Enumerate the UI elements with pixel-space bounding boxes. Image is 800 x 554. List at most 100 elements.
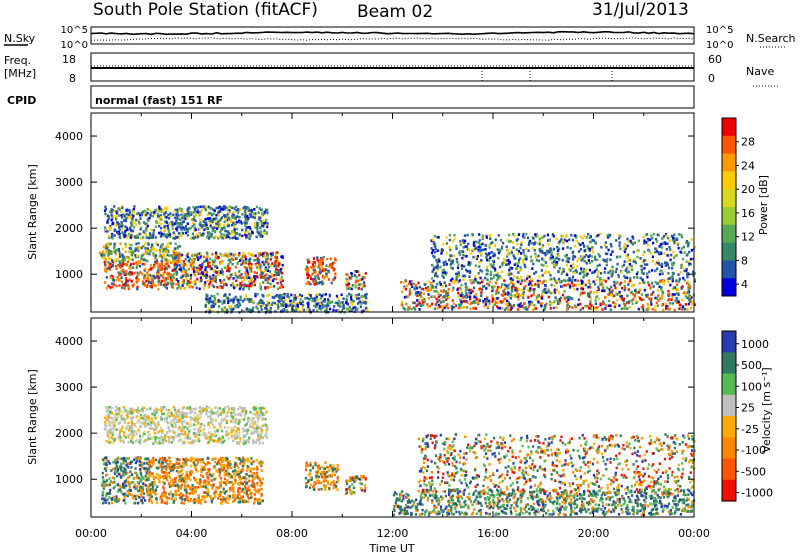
data-cell bbox=[347, 285, 350, 289]
data-cell bbox=[207, 262, 210, 265]
data-cell bbox=[225, 235, 228, 239]
data-cell bbox=[222, 236, 225, 240]
data-cell bbox=[325, 268, 328, 271]
data-cell bbox=[125, 464, 128, 467]
data-cell bbox=[173, 222, 176, 225]
data-cell bbox=[264, 223, 267, 227]
data-cell bbox=[178, 208, 181, 212]
data-cell bbox=[192, 253, 195, 257]
data-cell bbox=[680, 264, 683, 267]
data-cell bbox=[627, 240, 630, 243]
data-cell bbox=[193, 258, 196, 261]
data-cell bbox=[262, 301, 265, 305]
data-cell bbox=[334, 258, 337, 262]
data-cell bbox=[292, 298, 295, 302]
data-cell bbox=[136, 246, 139, 249]
data-cell bbox=[264, 307, 267, 310]
data-cell bbox=[361, 299, 364, 303]
data-cell bbox=[232, 231, 235, 235]
data-cell bbox=[135, 497, 138, 501]
data-cell bbox=[495, 290, 498, 293]
data-cell bbox=[348, 292, 351, 296]
data-cell bbox=[160, 226, 163, 230]
data-cell bbox=[223, 254, 226, 257]
data-cell bbox=[236, 231, 239, 235]
data-cell bbox=[462, 293, 465, 297]
data-cell bbox=[614, 282, 617, 285]
data-cell bbox=[150, 283, 154, 286]
data-cell bbox=[109, 265, 112, 268]
data-cell bbox=[220, 216, 224, 219]
data-cell bbox=[256, 481, 259, 485]
data-cell bbox=[213, 298, 216, 301]
data-cell bbox=[105, 499, 108, 502]
data-cell bbox=[448, 283, 451, 286]
data-cell bbox=[127, 492, 130, 495]
data-cell bbox=[280, 304, 283, 307]
data-cell bbox=[108, 477, 111, 480]
data-cell bbox=[105, 246, 109, 249]
data-cell bbox=[192, 218, 195, 221]
data-cell bbox=[519, 294, 522, 297]
data-cell bbox=[466, 287, 469, 290]
data-cell bbox=[286, 304, 289, 308]
data-cell bbox=[483, 301, 486, 305]
data-cell bbox=[107, 236, 111, 240]
data-cell bbox=[247, 276, 251, 279]
data-cell bbox=[232, 221, 235, 225]
data-cell bbox=[174, 216, 177, 220]
data-cell bbox=[204, 268, 207, 271]
data-cell bbox=[651, 307, 654, 311]
data-cell bbox=[226, 215, 229, 218]
data-cell bbox=[496, 248, 499, 251]
data-cell bbox=[211, 252, 214, 256]
data-cell bbox=[622, 263, 626, 267]
data-cell bbox=[181, 226, 185, 229]
data-cell bbox=[215, 213, 218, 217]
data-cell bbox=[124, 501, 127, 505]
data-cell bbox=[343, 307, 346, 310]
data-cell bbox=[266, 303, 270, 306]
data-cell bbox=[685, 260, 688, 264]
data-cell bbox=[225, 469, 228, 473]
data-cell bbox=[632, 298, 635, 301]
data-cell bbox=[431, 270, 434, 273]
data-cell bbox=[192, 267, 195, 271]
data-cell bbox=[570, 233, 573, 237]
data-cell bbox=[663, 252, 666, 255]
data-cell bbox=[680, 233, 683, 237]
data-cell bbox=[312, 308, 315, 312]
data-cell bbox=[555, 281, 558, 284]
data-cell bbox=[162, 283, 165, 287]
data-cell bbox=[109, 227, 112, 230]
data-cell bbox=[589, 290, 592, 294]
data-cell bbox=[233, 495, 236, 499]
data-cell bbox=[140, 466, 143, 469]
data-cell bbox=[241, 469, 244, 473]
data-cell bbox=[167, 250, 170, 253]
data-cell bbox=[462, 274, 465, 278]
data-cell bbox=[650, 234, 653, 238]
data-cell bbox=[172, 275, 175, 279]
data-cell bbox=[673, 293, 676, 296]
data-cell bbox=[182, 220, 186, 223]
data-cell bbox=[216, 266, 219, 269]
data-cell bbox=[413, 282, 416, 286]
data-cell bbox=[400, 290, 404, 294]
data-cell bbox=[360, 287, 363, 291]
data-cell bbox=[186, 255, 189, 259]
data-cell bbox=[123, 234, 126, 237]
data-cell bbox=[191, 236, 194, 240]
data-cell bbox=[591, 260, 594, 263]
data-cell bbox=[589, 297, 592, 301]
data-cell bbox=[362, 281, 366, 284]
data-cell bbox=[443, 281, 446, 284]
data-cell bbox=[654, 305, 657, 308]
data-cell bbox=[180, 483, 184, 487]
data-cell bbox=[581, 255, 584, 258]
data-cell bbox=[440, 252, 443, 255]
noise-panel-frame bbox=[90, 26, 695, 45]
data-cell bbox=[158, 207, 161, 211]
data-cell bbox=[199, 264, 202, 267]
data-cell bbox=[185, 498, 188, 502]
